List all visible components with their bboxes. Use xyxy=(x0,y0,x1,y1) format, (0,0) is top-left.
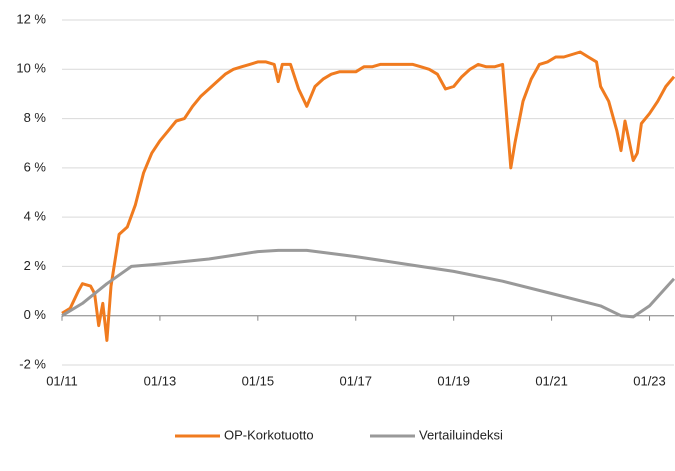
y-tick-label: 8 % xyxy=(24,110,47,125)
x-tick-label: 01/11 xyxy=(46,373,78,388)
x-tick-label: 01/21 xyxy=(535,373,568,388)
line-series xyxy=(61,50,675,342)
y-tick-label: -2 % xyxy=(19,356,46,371)
x-tick-label: 01/23 xyxy=(633,373,666,388)
legend-label: OP-Korkotuotto xyxy=(224,427,314,442)
x-tick-label: 01/17 xyxy=(339,373,372,388)
legend-label: Vertailuindeksi xyxy=(419,427,503,442)
x-tick-label: 01/19 xyxy=(437,373,470,388)
y-tick-label: 4 % xyxy=(24,209,47,224)
y-tick-label: 2 % xyxy=(24,258,47,273)
x-tick-label: 01/15 xyxy=(242,373,275,388)
y-tick-label: 0 % xyxy=(24,307,47,322)
y-tick-label: 12 % xyxy=(16,11,46,26)
y-tick-label: 10 % xyxy=(16,61,46,76)
y-tick-label: 6 % xyxy=(24,159,47,174)
line-series xyxy=(61,248,675,319)
x-tick-label: 01/13 xyxy=(144,373,177,388)
